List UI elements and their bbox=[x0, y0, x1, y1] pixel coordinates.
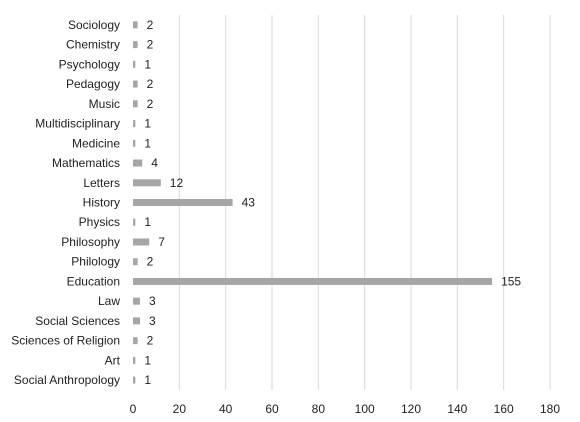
category-label: Social Sciences bbox=[35, 314, 120, 328]
x-tick-label: 20 bbox=[173, 402, 187, 416]
x-tick-label: 160 bbox=[494, 402, 514, 416]
bar bbox=[133, 297, 140, 305]
category-label: Medicine bbox=[72, 136, 120, 150]
bar bbox=[133, 139, 136, 147]
category-label: Law bbox=[98, 294, 120, 308]
bar bbox=[133, 41, 138, 49]
bar bbox=[133, 60, 136, 68]
bar bbox=[133, 80, 138, 88]
data-label: 1 bbox=[144, 136, 151, 150]
category-label: Multidisciplinary bbox=[35, 117, 120, 131]
data-label: 1 bbox=[144, 117, 151, 131]
category-label: Chemistry bbox=[66, 38, 120, 52]
x-tick-label: 0 bbox=[130, 402, 137, 416]
category-label: Art bbox=[105, 353, 121, 367]
category-label: Psychology bbox=[59, 57, 120, 71]
bar bbox=[133, 317, 140, 325]
data-label: 3 bbox=[149, 294, 156, 308]
bar bbox=[133, 159, 143, 167]
data-label: 2 bbox=[147, 77, 154, 91]
bar bbox=[133, 218, 136, 226]
data-label: 1 bbox=[144, 353, 151, 367]
gridlines bbox=[178, 15, 551, 390]
x-tick-label: 120 bbox=[401, 402, 421, 416]
bar bbox=[133, 238, 150, 246]
data-label: 2 bbox=[147, 38, 154, 52]
category-label: Sociology bbox=[68, 18, 120, 32]
bar bbox=[133, 337, 138, 345]
category-label: History bbox=[83, 196, 120, 210]
data-label: 1 bbox=[144, 57, 151, 71]
category-label: Mathematics bbox=[52, 156, 120, 170]
data-label: 1 bbox=[144, 215, 151, 229]
category-labels: Sociology Chemistry Psychology Pedagogy Musi… bbox=[11, 18, 120, 387]
category-label: Philosophy bbox=[61, 235, 120, 249]
data-label: 2 bbox=[147, 334, 154, 348]
category-label: Music bbox=[89, 97, 120, 111]
x-tick-label: 180 bbox=[540, 402, 560, 416]
data-label: 2 bbox=[147, 97, 154, 111]
bar bbox=[133, 179, 161, 187]
x-tick-label: 40 bbox=[219, 402, 233, 416]
data-label: 43 bbox=[242, 196, 256, 210]
bar bbox=[133, 120, 136, 128]
x-tick-label: 80 bbox=[312, 402, 326, 416]
category-label: Pedagogy bbox=[66, 77, 120, 91]
bar bbox=[133, 21, 138, 29]
data-label: 2 bbox=[147, 255, 154, 269]
bars bbox=[133, 21, 493, 384]
data-label: 4 bbox=[151, 156, 158, 170]
data-label: 7 bbox=[158, 235, 165, 249]
category-label: Philology bbox=[71, 255, 120, 269]
bar bbox=[133, 277, 493, 285]
x-axis-ticks: 0 20 40 60 80 100 120 140 160 180 bbox=[130, 402, 561, 416]
data-label: 155 bbox=[501, 274, 521, 288]
data-label: 1 bbox=[144, 373, 151, 387]
x-tick-label: 140 bbox=[447, 402, 467, 416]
x-tick-label: 100 bbox=[355, 402, 375, 416]
data-label: 2 bbox=[147, 18, 154, 32]
bar bbox=[133, 356, 136, 364]
category-label: Education bbox=[67, 274, 120, 288]
bar bbox=[133, 100, 138, 108]
x-tick-label: 60 bbox=[265, 402, 279, 416]
category-label: Letters bbox=[83, 176, 120, 190]
bar bbox=[133, 199, 233, 206]
category-label: Physics bbox=[79, 215, 120, 229]
bar bbox=[133, 376, 136, 384]
category-label: Social Anthropology bbox=[14, 373, 120, 387]
data-label: 12 bbox=[170, 176, 184, 190]
data-label: 3 bbox=[149, 314, 156, 328]
bar bbox=[133, 258, 138, 266]
category-label: Sciences of Religion bbox=[11, 334, 120, 348]
